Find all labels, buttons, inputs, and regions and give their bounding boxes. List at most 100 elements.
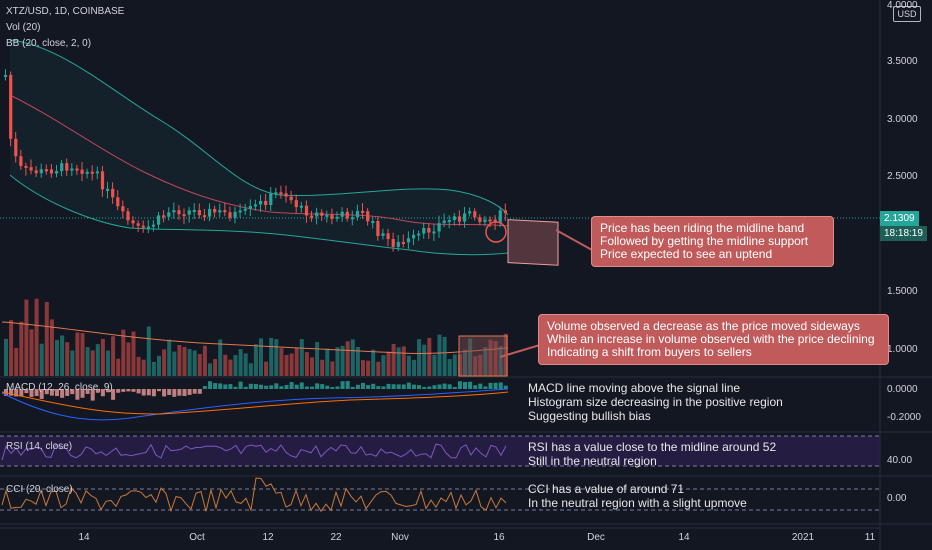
macd-histogram-bar xyxy=(315,383,320,389)
candle-body xyxy=(29,167,33,171)
macd-histogram-bar xyxy=(381,386,386,389)
candle-body xyxy=(202,215,207,218)
volume-bar xyxy=(355,346,360,376)
candle-body xyxy=(478,217,482,223)
bollinger-indicator-label[interactable]: BB (20, close, 2, 0) xyxy=(6,38,92,49)
volume-bar xyxy=(432,354,437,376)
cci-indicator-label[interactable]: CCI (20, close) xyxy=(6,484,73,495)
candle-body xyxy=(463,213,467,222)
volume-bar xyxy=(279,348,284,376)
macd-histogram-bar xyxy=(177,389,182,396)
macd-histogram-bar xyxy=(493,382,498,389)
price-analysis-callout[interactable]: Price has been riding the midline band F… xyxy=(591,216,834,267)
note-line: In the neutral region with a slight upmo… xyxy=(528,496,747,510)
macd-histogram-bar xyxy=(55,389,59,397)
macd-histogram-bar xyxy=(361,382,365,389)
callout-line: Followed by getting the midline support xyxy=(600,234,809,248)
macd-histogram-bar xyxy=(80,389,85,398)
macd-histogram-bar xyxy=(106,389,110,393)
volume-bar xyxy=(335,347,340,376)
volume-bar xyxy=(412,359,416,376)
macd-tick: -0.2000 xyxy=(887,412,921,423)
volume-analysis-callout[interactable]: Volume observed a decrease as the price … xyxy=(538,314,889,365)
currency-button[interactable]: USD xyxy=(893,6,921,22)
volume-bar xyxy=(422,344,427,376)
candle-body xyxy=(19,156,23,166)
volume-bar xyxy=(39,343,44,376)
macd-histogram-bar xyxy=(355,384,360,389)
macd-histogram-bar xyxy=(442,383,447,389)
candle-body xyxy=(131,220,135,224)
candle-body xyxy=(284,193,288,197)
volume-bar xyxy=(157,355,161,376)
macd-histogram-bar xyxy=(29,389,34,397)
candle-body xyxy=(442,220,446,224)
price-candles xyxy=(4,69,507,252)
candle-body xyxy=(417,233,421,236)
candle-body xyxy=(228,212,232,218)
volume-highlight-box[interactable] xyxy=(458,335,508,377)
macd-histogram-bar xyxy=(310,386,314,389)
candle-body xyxy=(330,214,334,219)
candle-body xyxy=(162,215,166,218)
candle-body xyxy=(264,200,268,205)
candle-body xyxy=(90,171,94,174)
candle-body xyxy=(350,217,354,220)
macd-histogram-bar xyxy=(340,381,345,389)
macd-histogram-bar xyxy=(162,389,167,397)
macd-line xyxy=(1,388,509,421)
macd-histogram-bar xyxy=(463,381,467,389)
volume-indicator-label[interactable]: Vol (20) xyxy=(6,22,41,33)
candle-body xyxy=(422,227,426,234)
candle-body xyxy=(218,210,222,213)
macd-histogram-bar xyxy=(85,389,90,394)
candle-body xyxy=(24,165,28,168)
candle-body xyxy=(473,211,477,218)
candle-body xyxy=(248,205,252,209)
candle-body xyxy=(335,216,339,219)
volume-bar xyxy=(264,361,269,376)
candle-body xyxy=(100,171,105,190)
candle-body xyxy=(65,163,69,171)
bb-lower xyxy=(9,174,509,256)
candle-body xyxy=(106,188,110,191)
candle-body xyxy=(75,168,79,171)
note-line: RSI has a value close to the midline aro… xyxy=(528,440,777,454)
macd-histogram-bar xyxy=(264,385,269,389)
candle-body xyxy=(315,212,319,217)
support-circle[interactable] xyxy=(485,221,507,243)
rsi-indicator-label[interactable]: RSI (14, close) xyxy=(6,441,73,452)
volume-bar xyxy=(315,342,320,376)
macd-histogram-bar xyxy=(243,386,248,389)
macd-histogram-bar xyxy=(19,389,24,397)
volume-bar xyxy=(289,353,294,376)
macd-histogram-bar xyxy=(187,389,192,395)
candle-body xyxy=(493,219,497,223)
candle-body xyxy=(279,192,283,195)
price-tick: 1.0000 xyxy=(887,344,918,355)
volume-bar xyxy=(299,339,304,376)
symbol-title[interactable]: XTZ/USD, 1D, COINBASE xyxy=(6,6,125,17)
candle-body xyxy=(49,169,54,174)
time-tick: 14 xyxy=(78,532,90,543)
candle-body xyxy=(55,171,59,174)
macd-histogram-bar xyxy=(70,389,75,395)
macd-histogram-bar xyxy=(233,386,238,389)
macd-histogram-bar xyxy=(371,383,376,389)
macd-histogram-bar xyxy=(60,389,65,398)
volume-bar xyxy=(406,355,411,376)
volume-bar xyxy=(146,326,151,376)
volume-bar xyxy=(116,358,121,376)
macd-histogram-bar xyxy=(197,389,202,394)
macd-histogram-bar xyxy=(100,389,105,397)
candle-body xyxy=(299,205,303,208)
last-price-tag: 2.1309 xyxy=(880,211,919,226)
candle-body xyxy=(192,210,196,213)
candle-body xyxy=(386,233,390,240)
volume-bar xyxy=(350,339,355,376)
price-target-box[interactable] xyxy=(507,219,559,266)
candle-body xyxy=(432,231,436,234)
bar-countdown-tag: 18:18:19 xyxy=(880,226,927,241)
macd-indicator-label[interactable]: MACD (12, 26, close, 9) xyxy=(6,382,113,393)
